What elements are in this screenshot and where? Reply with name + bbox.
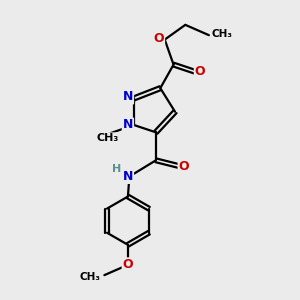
Text: N: N: [123, 91, 133, 103]
Text: N: N: [123, 170, 133, 183]
Text: N: N: [123, 118, 133, 131]
Text: H: H: [112, 164, 122, 174]
Text: CH₃: CH₃: [211, 29, 232, 39]
Text: O: O: [154, 32, 164, 45]
Text: CH₃: CH₃: [80, 272, 101, 282]
Text: O: O: [195, 65, 206, 79]
Text: CH₃: CH₃: [96, 133, 118, 143]
Text: O: O: [178, 160, 189, 173]
Text: O: O: [123, 258, 133, 271]
